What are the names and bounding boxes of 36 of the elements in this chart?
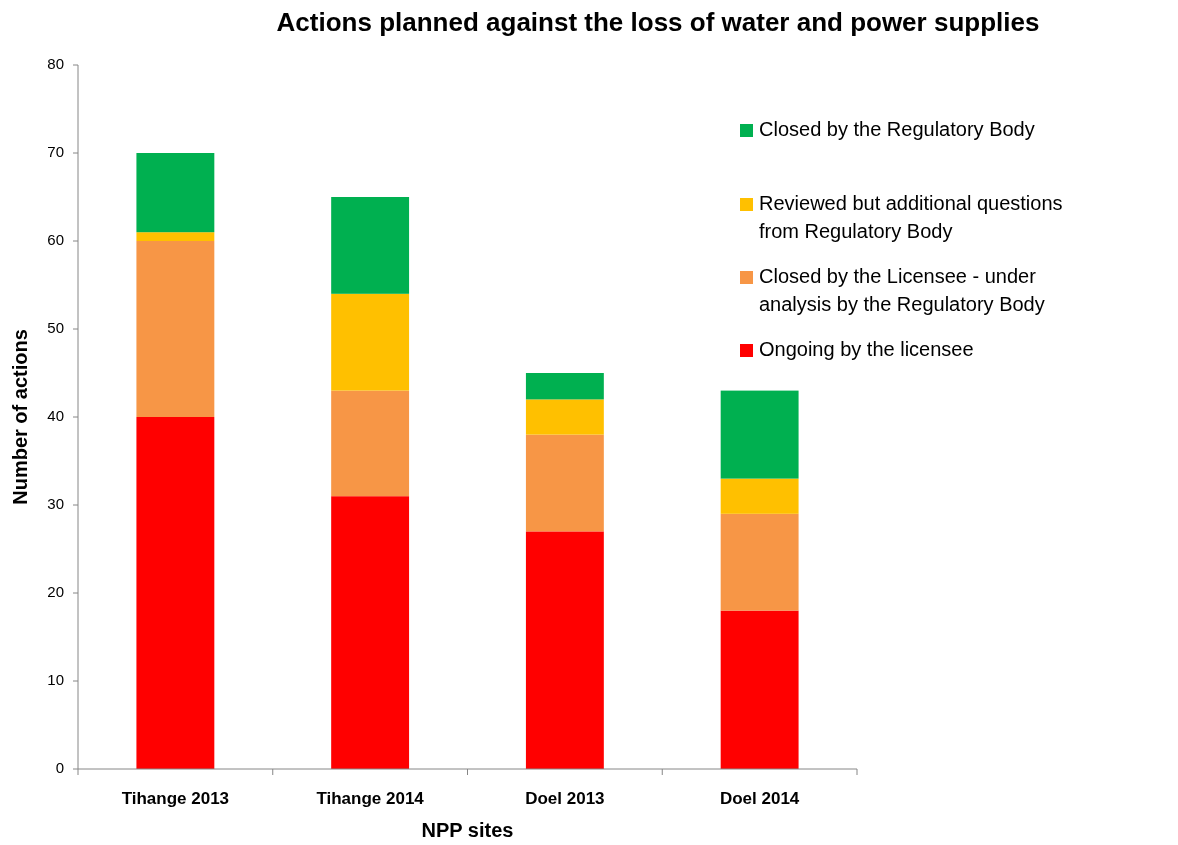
bar [136,232,215,241]
y-tick-label: 30 [47,494,64,512]
y-tick-label: 20 [47,582,64,600]
y-tick-label: 70 [47,142,64,160]
y-tick-label: 10 [47,670,64,688]
x-tick-label: Doel 2014 [719,789,800,809]
y-tick-label: 40 [47,406,64,424]
chart-title: Actions planned against the loss of water and power supplies [276,6,1040,37]
bar [136,241,215,417]
bar [331,390,410,497]
bar [720,478,799,514]
bar [525,399,604,435]
y-axis-title: Number of actions [9,329,32,505]
y-tick-label: 60 [47,230,64,248]
bar [331,197,410,294]
x-tick-label: Doel 2013 [525,789,605,809]
bar [720,513,799,611]
bar [331,293,410,391]
bar [525,434,604,532]
x-axis-title: NPP sites [421,819,514,842]
y-tick-label: 80 [47,54,64,72]
x-tick-label: Tihange 2014 [316,789,425,809]
bar [331,496,410,769]
bar [720,610,799,769]
y-tick-label: 0 [55,758,64,776]
legend-label: Ongoing by the licensee [759,338,974,361]
x-tick-label: Tihange 2013 [121,789,230,809]
bar [525,373,604,400]
y-tick-label: 50 [47,318,64,336]
bar [136,417,215,769]
legend-label: Closed by the Regulatory Body [759,118,1035,141]
bar [136,153,215,233]
bar [720,390,799,479]
bar [525,531,604,769]
legend-label: Reviewed but additional questions from Regulatory Body [759,192,1063,243]
legend-label: Closed by the Licensee - under analysis by the Regulatory Body [759,265,1045,316]
